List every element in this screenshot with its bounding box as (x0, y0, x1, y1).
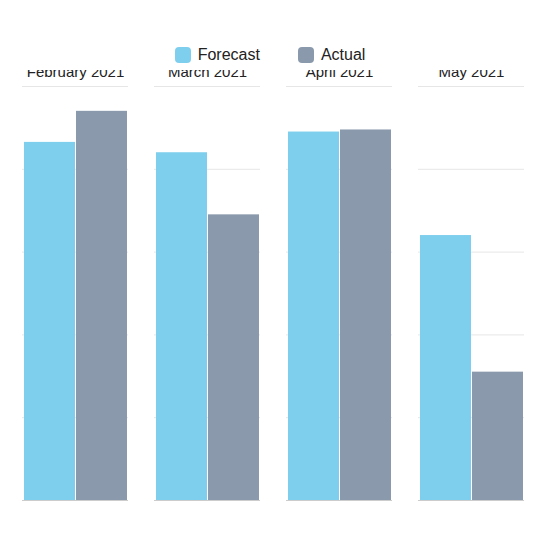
html-text:Forecast: Forecast (197, 46, 260, 63)
svg-text:March 2021: March 2021 (168, 70, 247, 80)
svg-text:May 2021: May 2021 (439, 70, 505, 80)
svg-text:April 2021: April 2021 (306, 70, 374, 80)
html-text:Actual: Actual (320, 46, 366, 63)
svg-text:February 2021: February 2021 (27, 70, 125, 80)
